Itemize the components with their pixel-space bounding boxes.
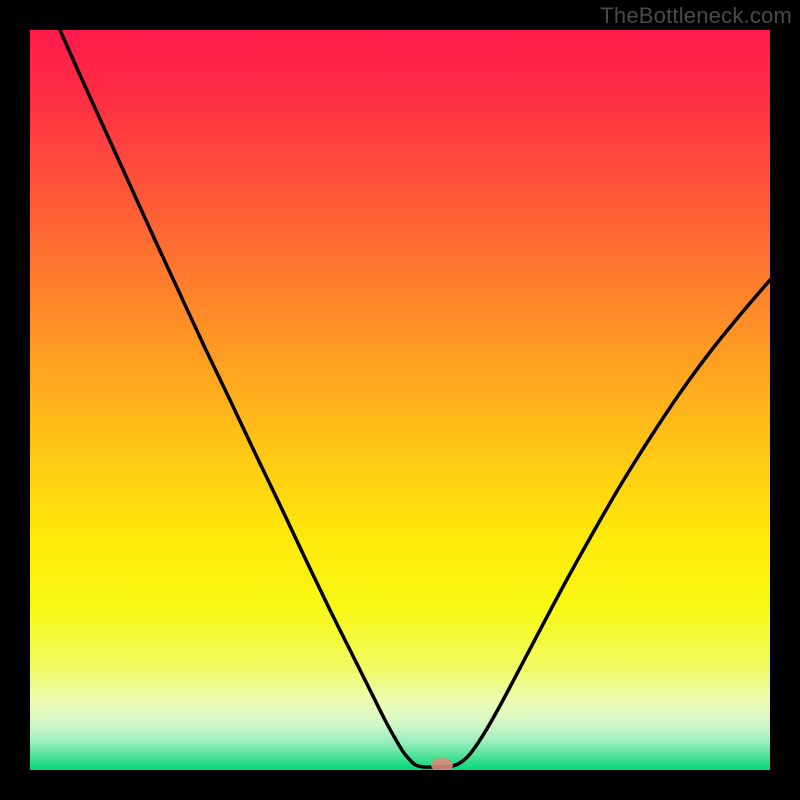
optimal-point-marker bbox=[431, 758, 453, 770]
watermark-text: TheBottleneck.com bbox=[600, 3, 792, 29]
chart-plot-area bbox=[30, 30, 770, 770]
bottleneck-curve bbox=[30, 30, 770, 770]
